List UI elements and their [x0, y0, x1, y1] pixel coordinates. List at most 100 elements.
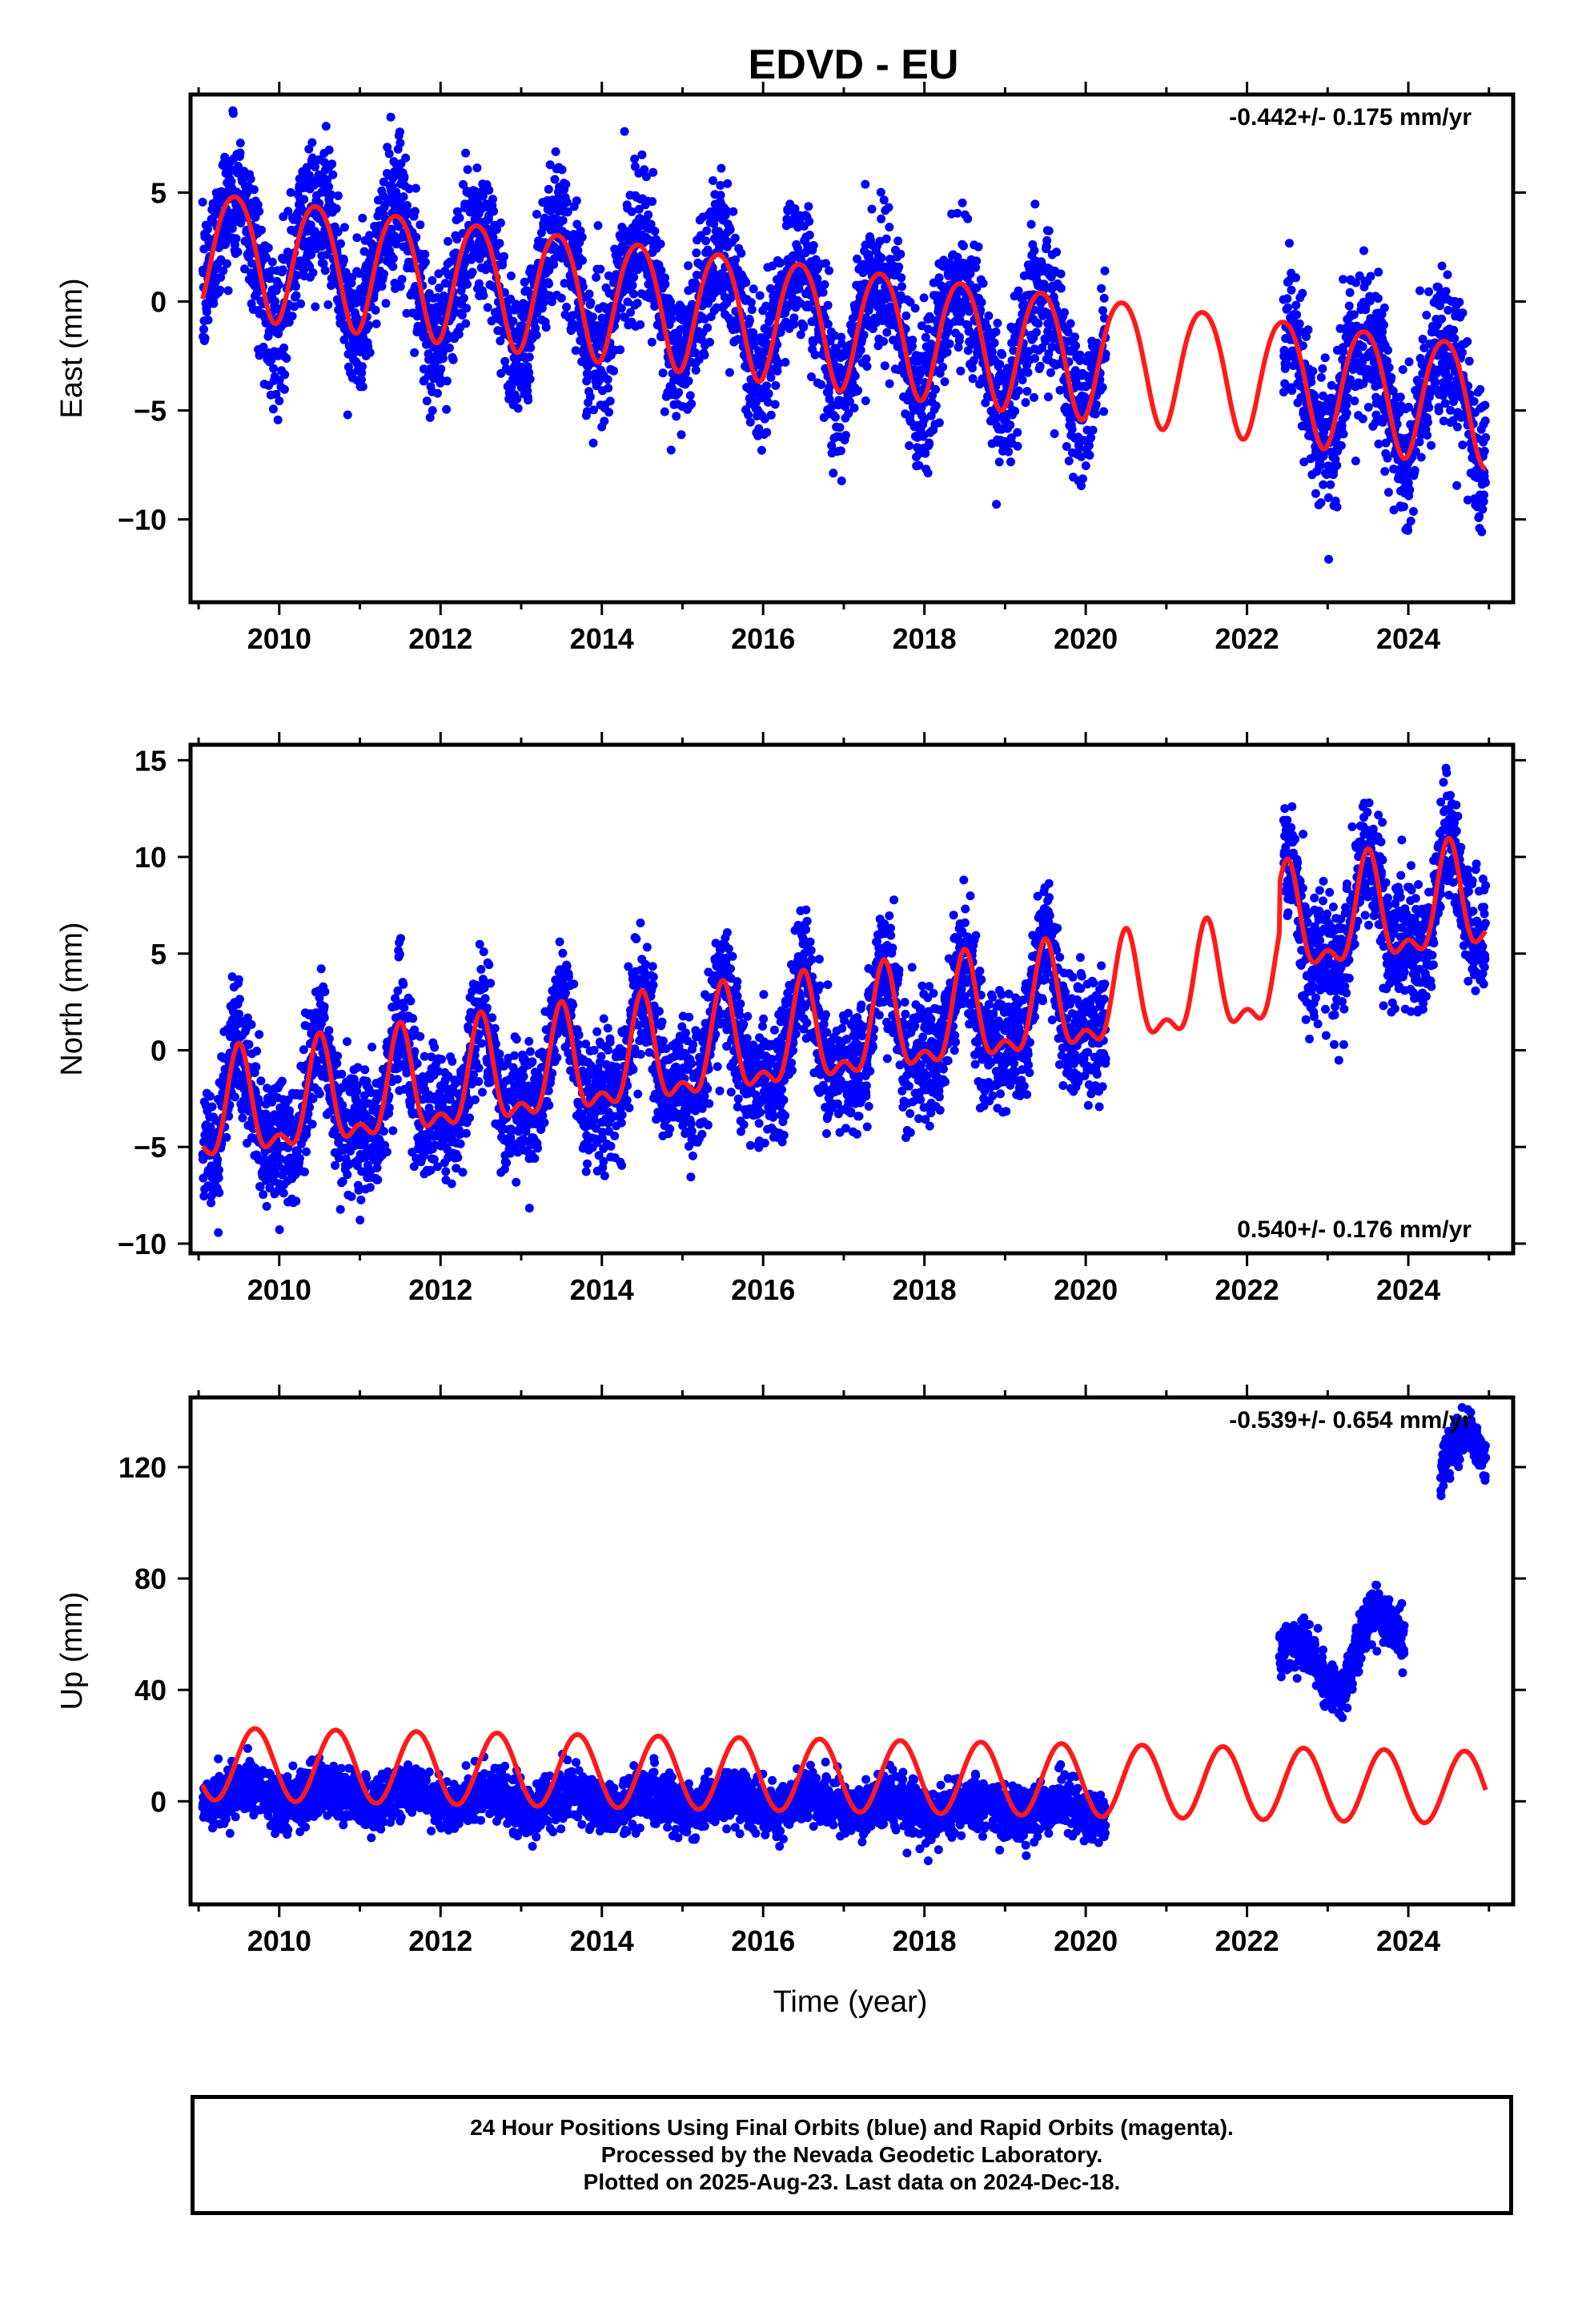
data-point	[1404, 357, 1414, 367]
data-point	[1423, 431, 1432, 440]
x-tick-label: 2014	[570, 622, 634, 655]
data-point	[562, 197, 572, 207]
data-point	[776, 258, 785, 267]
data-point	[399, 192, 408, 202]
data-point	[616, 233, 625, 243]
data-point	[275, 396, 284, 406]
data-point	[236, 219, 246, 227]
data-point	[1326, 480, 1335, 489]
data-point	[836, 446, 845, 456]
data-point	[280, 370, 290, 380]
data-point	[908, 336, 917, 345]
data-point	[311, 302, 320, 312]
data-point	[650, 227, 660, 236]
data-point	[942, 348, 952, 357]
data-point	[938, 362, 948, 372]
data-point	[856, 345, 865, 355]
x-tick-label: 2022	[1215, 622, 1279, 655]
data-point	[336, 239, 345, 248]
data-point	[199, 324, 208, 334]
data-point	[299, 195, 309, 204]
data-point	[745, 417, 755, 427]
data-point	[1046, 368, 1055, 377]
data-point	[324, 182, 334, 191]
data-point	[526, 343, 536, 352]
data-point	[620, 127, 629, 136]
data-point	[459, 293, 468, 303]
data-point	[765, 283, 775, 293]
data-point	[275, 1225, 284, 1234]
data-point	[1458, 308, 1468, 318]
data-point	[1099, 293, 1109, 303]
data-point	[879, 195, 889, 205]
data-point	[247, 1019, 256, 1029]
data-point	[644, 210, 653, 219]
data-point	[457, 311, 467, 320]
data-point	[1380, 467, 1390, 476]
data-point	[207, 1102, 217, 1112]
data-point	[773, 366, 782, 376]
data-point	[327, 190, 336, 199]
data-point	[307, 250, 315, 259]
data-point	[339, 223, 349, 232]
data-point	[893, 236, 903, 246]
data-point	[885, 379, 894, 388]
data-point	[687, 399, 697, 408]
data-point	[692, 248, 701, 258]
data-point	[251, 1062, 261, 1072]
data-point	[995, 360, 1005, 369]
data-point	[956, 366, 966, 376]
data-point	[428, 275, 437, 285]
data-point	[805, 217, 814, 226]
data-point	[240, 264, 249, 274]
data-point	[1481, 432, 1491, 442]
data-point	[1308, 367, 1318, 376]
data-point	[829, 468, 838, 478]
data-point	[1379, 320, 1389, 330]
data-point	[524, 352, 534, 362]
data-point	[231, 234, 241, 243]
data-point	[254, 1095, 263, 1104]
data-point	[661, 273, 670, 283]
data-point	[377, 282, 387, 291]
data-point	[1066, 319, 1075, 328]
y-axis-label: East (mm)	[55, 278, 89, 418]
data-point	[524, 396, 533, 405]
data-point	[585, 392, 595, 401]
data-point	[1026, 219, 1036, 229]
data-point	[1384, 363, 1394, 372]
data-point	[291, 291, 301, 300]
data-point	[1013, 428, 1022, 437]
data-point	[511, 300, 520, 309]
data-point	[472, 163, 482, 173]
data-point	[308, 268, 318, 278]
data-point	[882, 328, 892, 337]
data-point	[628, 281, 637, 290]
data-point	[1387, 372, 1396, 382]
data-point	[1383, 453, 1392, 463]
data-point	[1480, 490, 1488, 500]
data-point	[269, 364, 279, 373]
data-point	[1090, 409, 1100, 419]
data-point	[781, 357, 790, 367]
data-point	[1316, 372, 1326, 382]
data-point	[306, 220, 315, 230]
data-point	[356, 297, 366, 307]
data-point	[410, 348, 420, 357]
data-point	[582, 376, 592, 386]
data-point	[351, 312, 361, 322]
data-point	[1409, 507, 1418, 517]
data-point	[443, 334, 452, 344]
data-point	[796, 330, 805, 340]
data-point	[1336, 440, 1346, 450]
data-point	[1098, 383, 1107, 392]
data-point	[396, 282, 405, 292]
data-point	[1359, 246, 1368, 255]
data-point	[1004, 447, 1014, 456]
data-point	[1010, 406, 1020, 416]
data-point	[488, 195, 497, 204]
data-point	[934, 273, 944, 283]
data-point	[666, 445, 676, 455]
data-point	[463, 165, 472, 175]
data-point	[709, 176, 717, 185]
